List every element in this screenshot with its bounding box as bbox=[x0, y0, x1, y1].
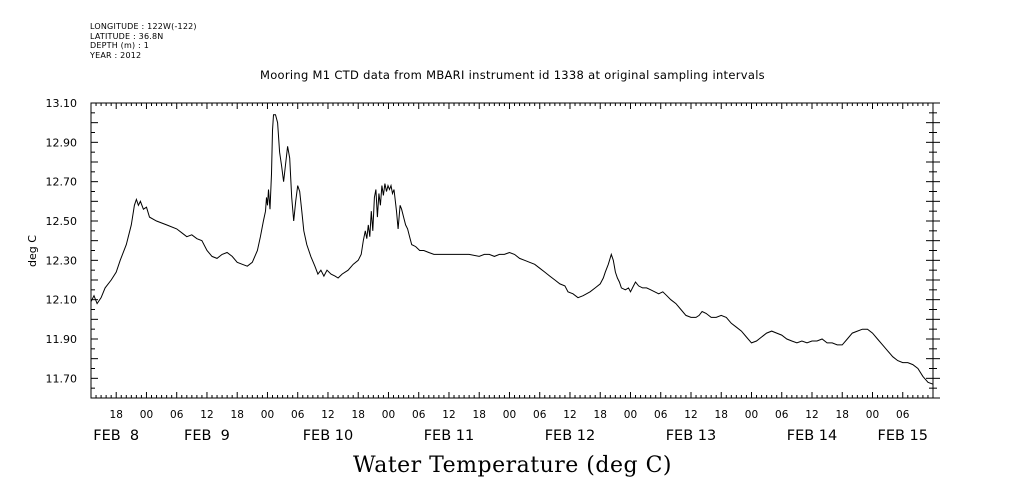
x-tick-label: 00 bbox=[624, 409, 637, 421]
y-tick-label: 12.30 bbox=[46, 254, 78, 267]
year-text: YEAR : 2012 bbox=[90, 50, 142, 60]
x-tick-label: 18 bbox=[715, 409, 728, 421]
x-tick-label: 18 bbox=[594, 409, 607, 421]
axis-ticks bbox=[90, 102, 940, 399]
x-tick-label: 06 bbox=[291, 409, 305, 421]
x-day-label: FEB 9 bbox=[184, 428, 230, 444]
x-tick-label: 18 bbox=[473, 409, 486, 421]
x-tick-label: 00 bbox=[866, 409, 879, 421]
x-tick-label: 06 bbox=[533, 409, 547, 421]
x-day-label: FEB 12 bbox=[545, 428, 596, 444]
y-tick-label: 12.90 bbox=[46, 136, 78, 149]
x-tick-label: 06 bbox=[654, 409, 668, 421]
x-tick-label: 06 bbox=[896, 409, 910, 421]
x-tick-label: 00 bbox=[382, 409, 395, 421]
y-tick-label: 12.50 bbox=[46, 215, 78, 228]
longitude-text: LONGITUDE : 122W(-122) bbox=[90, 22, 197, 31]
y-tick-label: 13.10 bbox=[46, 97, 78, 110]
x-tick-label: 06 bbox=[170, 409, 184, 421]
x-tick-label: 00 bbox=[261, 409, 274, 421]
x-day-label: FEB 10 bbox=[303, 428, 354, 444]
x-day-label: FEB 14 bbox=[787, 428, 838, 444]
footer-label: Water Temperature (deg C) bbox=[353, 453, 672, 478]
x-tick-label: 06 bbox=[412, 409, 426, 421]
depth-text: DEPTH (m) : 1 bbox=[90, 41, 149, 50]
x-day-label: FEB 8 bbox=[93, 428, 139, 444]
x-tick-label: 12 bbox=[684, 409, 697, 421]
latitude-text: LATITUDE : 36.8N bbox=[90, 31, 164, 41]
x-day-label: FEB 15 bbox=[877, 428, 928, 444]
x-day-label: FEB 13 bbox=[666, 428, 717, 444]
x-tick-label: 18 bbox=[231, 409, 244, 421]
x-tick-label: 12 bbox=[563, 409, 576, 421]
y-tick-label: 11.70 bbox=[46, 372, 78, 385]
x-tick-label: 12 bbox=[200, 409, 213, 421]
x-day-label: FEB 11 bbox=[424, 428, 475, 444]
x-tick-label: 12 bbox=[805, 409, 818, 421]
x-tick-label: 06 bbox=[775, 409, 789, 421]
x-tick-labels: 18 00 06 12 18 00 06 12 18 00 06 12 18 00 06 12 18 00 06 12… bbox=[110, 409, 910, 421]
x-tick-label: 00 bbox=[745, 409, 758, 421]
plot-frame bbox=[90, 102, 934, 399]
x-tick-label: 12 bbox=[442, 409, 455, 421]
chart-title: Mooring M1 CTD data from MBARI instrumen… bbox=[260, 68, 765, 82]
x-tick-label: 18 bbox=[110, 409, 123, 421]
metadata-block: LONGITUDE : 122W(-122) LATITUDE : 36.8N … bbox=[90, 22, 197, 60]
x-tick-label: 00 bbox=[503, 409, 516, 421]
x-tick-label: 12 bbox=[321, 409, 334, 421]
y-tick-label: 12.10 bbox=[46, 294, 78, 307]
temperature-line bbox=[90, 114, 934, 385]
y-tick-labels: 11.70 11.90 12.10 12.30 12.50 12.70 12.90 13.10 bbox=[46, 97, 78, 385]
y-axis-label: deg C bbox=[26, 235, 39, 267]
x-tick-label: 18 bbox=[836, 409, 849, 421]
x-tick-label: 00 bbox=[140, 409, 153, 421]
y-tick-label: 11.90 bbox=[46, 333, 78, 346]
x-tick-label: 18 bbox=[352, 409, 365, 421]
y-tick-label: 12.70 bbox=[46, 176, 78, 189]
x-day-labels: FEB 8 FEB 9 FEB 10 FEB 11 FEB 12 FEB 13 FEB 14… bbox=[93, 428, 928, 444]
